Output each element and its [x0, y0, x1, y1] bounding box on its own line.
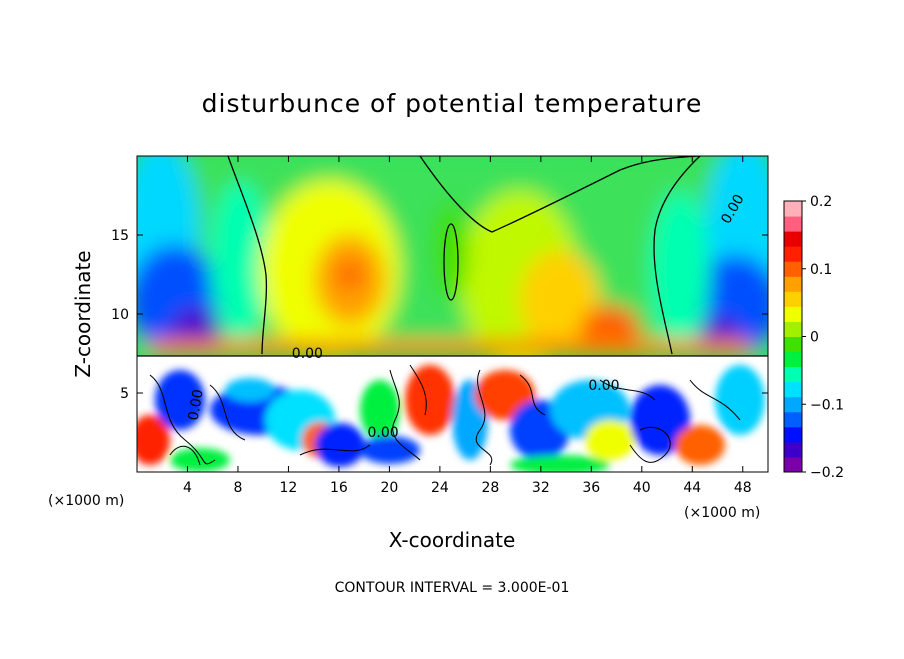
x-tick-label: 44 [683, 480, 701, 496]
colorbar-tick-label: −0.1 [810, 397, 844, 413]
x-unit-left: (×1000 m) [48, 493, 124, 509]
contour-label: 0.00 [292, 346, 323, 362]
colorbar-swatch [784, 216, 802, 232]
colorbar-swatch [784, 426, 802, 443]
x-tick-label: 12 [280, 480, 298, 496]
x-tick-label: 16 [330, 480, 348, 496]
y-axis-label: Z-coordinate [71, 250, 95, 377]
x-tick-label: 36 [582, 480, 600, 496]
y-tick-label: 15 [111, 228, 129, 244]
contour-label: 0.00 [588, 378, 619, 394]
colorbar-swatch [784, 246, 802, 262]
contour-label: 0.00 [186, 388, 207, 421]
contour-labels: 0.000.000.000.000.00 [186, 192, 748, 441]
colorbar-swatch [784, 261, 802, 277]
colorbar-swatch [784, 411, 802, 428]
colorbar: 0.2 0.1 0 −0.1 −0.2 [783, 194, 844, 481]
colorbar-swatch [784, 366, 802, 383]
chart-title: disturbunce of potential temperature [202, 89, 703, 118]
colorbar-swatch [784, 441, 802, 458]
colorbar-swatch [784, 276, 802, 292]
colorbar-tick-label: 0 [810, 330, 819, 346]
x-tick-label: 28 [481, 480, 499, 496]
x-tick-label: 8 [233, 480, 242, 496]
colorbar-swatch [784, 306, 802, 322]
x-tick-label: 24 [431, 480, 449, 496]
colorbar-swatch [784, 291, 802, 307]
contour-interval-footer: CONTOUR INTERVAL = 3.000E-01 [335, 580, 570, 596]
colorbar-tick-label: 0.2 [810, 194, 832, 210]
y-tick-label: 5 [120, 386, 129, 402]
colorbar-swatch [784, 381, 802, 398]
colorbar-swatch [784, 321, 802, 337]
x-tick-label: 4 [183, 480, 192, 496]
colorbar-swatch [784, 336, 802, 353]
x-tick-label: 32 [532, 480, 550, 496]
colorbar-swatch [784, 201, 802, 217]
x-unit-right: (×1000 m) [684, 505, 760, 521]
x-tick-label: 40 [633, 480, 651, 496]
x-tick-label: 20 [380, 480, 398, 496]
colorbar-swatch [784, 396, 802, 413]
x-tick-label: 48 [734, 480, 752, 496]
colorbar-swatch [784, 231, 802, 247]
plot-area [137, 156, 768, 472]
colorbar-tick-label: −0.2 [810, 465, 844, 481]
x-axis-label: X-coordinate [389, 528, 516, 552]
y-axis: 5 10 15 [111, 228, 768, 402]
x-axis: 4 8 12 16 20 24 28 32 36 40 44 48 [183, 156, 752, 496]
colorbar-swatch [784, 456, 802, 473]
colorbar-tick-label: 0.1 [810, 262, 832, 278]
colorbar-swatch [784, 351, 802, 368]
contour-label: 0.00 [368, 425, 399, 441]
y-tick-label: 10 [111, 307, 129, 323]
